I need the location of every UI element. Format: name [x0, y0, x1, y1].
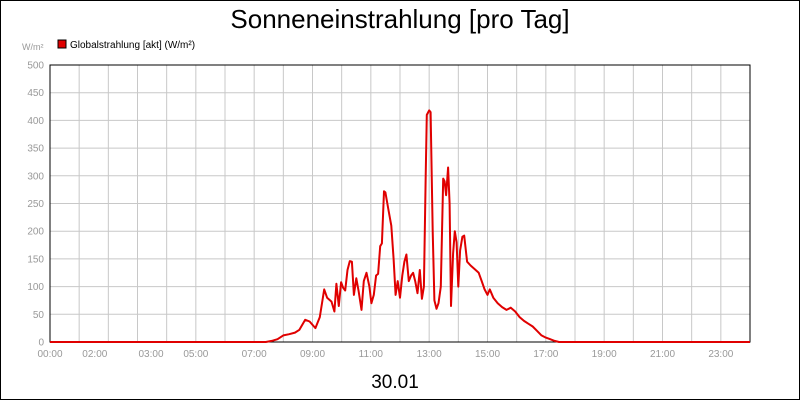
x-tick-label: 15:00	[475, 349, 500, 360]
chart-title: Sonneneinstrahlung [pro Tag]	[230, 4, 569, 34]
y-tick-label: 100	[27, 282, 44, 293]
x-tick-label: 07:00	[242, 349, 267, 360]
series	[50, 109, 750, 343]
y-tick-label: 150	[27, 254, 44, 265]
x-tick-label: 21:00	[650, 349, 675, 360]
y-tick-label: 450	[27, 88, 44, 99]
plot-area	[49, 64, 751, 343]
x-tick-label: 09:00	[300, 349, 325, 360]
x-axis-date-label: 30.01	[371, 372, 419, 393]
y-tick-label: 250	[27, 199, 44, 210]
x-tick-label: 05:00	[183, 349, 208, 360]
y-axis: 0 50 100 150 200 250 300 350 400 450 500	[27, 61, 44, 349]
series-line-globalstrahlung	[50, 109, 750, 343]
y-axis-unit: W/m²	[22, 42, 44, 52]
x-axis: 00:00 02:00 03:00 05:00 07:00 09:00 11:00 13:00…	[37, 349, 733, 360]
y-tick-label: 0	[38, 338, 44, 349]
x-tick-label: 23:00	[708, 349, 733, 360]
x-tick-label: 17:00	[533, 349, 558, 360]
grid	[50, 65, 750, 342]
x-tick-label: 13:00	[417, 349, 442, 360]
x-tick-label: 00:00	[37, 349, 62, 360]
x-tick-label: 03:00	[139, 349, 164, 360]
legend-swatch	[57, 39, 67, 49]
x-tick-label: 02:00	[82, 349, 107, 360]
x-tick-label: 11:00	[359, 349, 384, 360]
legend: Globalstrahlung [akt] (W/m²)	[57, 39, 195, 51]
y-tick-label: 300	[27, 171, 44, 182]
y-tick-label: 350	[27, 144, 44, 155]
y-tick-label: 50	[33, 310, 45, 321]
x-tick-label: 19:00	[592, 349, 617, 360]
y-tick-label: 200	[27, 227, 44, 238]
y-tick-label: 400	[27, 116, 44, 127]
legend-label: Globalstrahlung [akt] (W/m²)	[70, 40, 195, 51]
y-tick-label: 500	[27, 61, 44, 72]
